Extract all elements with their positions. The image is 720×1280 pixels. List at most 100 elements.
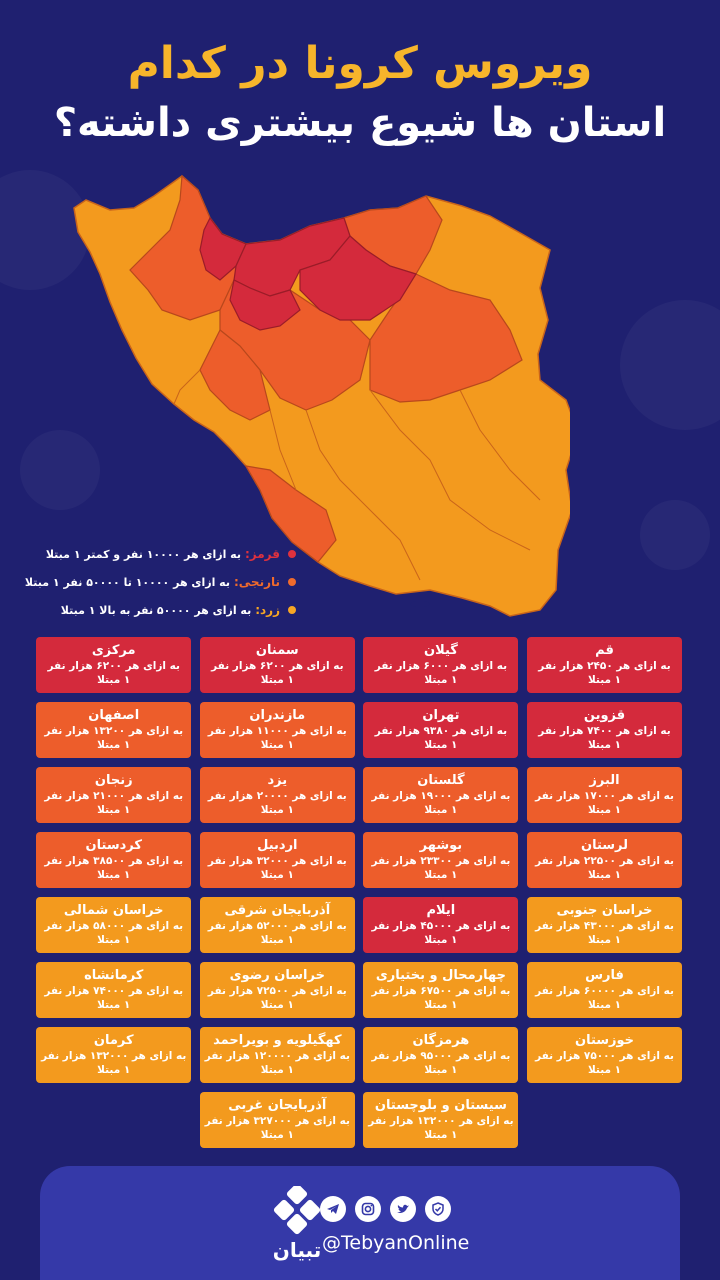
province-count: ۱ مبتلا [97,804,131,816]
province-name: خراسان جنوبی [556,903,653,918]
instagram-icon[interactable] [355,1196,381,1222]
province-ratio: به ازای هر ۲۲۵۰۰ هزار نفر [535,855,674,867]
province-ratio: به ازای هر ۲۳۳۰۰ هزار نفر [371,855,511,867]
province-name: لرستان [580,838,629,853]
legend-item-yellow: زرد: به ازای هر ۵۰۰۰۰ نفر به بالا ۱ مبتل… [36,596,296,624]
title-line-1: ویروس کرونا در کدام [127,38,593,89]
province-count: ۱ مبتلا [97,1064,131,1076]
province-count: ۱ مبتلا [260,1129,294,1141]
province-name: هرمزگان [412,1033,470,1048]
province-card: قزوین به ازای هر ۷۴۰۰ هزار نفر ۱ مبتلا [527,702,682,758]
province-name: خوزستان [574,1033,635,1048]
province-ratio: به ازای هر ۹۵۰۰۰ هزار نفر [371,1050,511,1062]
province-card: هرمزگان به ازای هر ۹۵۰۰۰ هزار نفر ۱ مبتلا [363,1027,519,1083]
map-legend: قرمز: به ازای هر ۱۰۰۰۰ نفر و کمتر ۱ مبتل… [25,540,296,624]
province-card: کرمان به ازای هر ۱۳۲۰۰۰ هزار نفر ۱ مبتلا [36,1027,192,1083]
map-province-boundaries [173,369,541,581]
province-card: سمنان به ازای هر ۶۲۰۰ هزار نفر ۱ مبتلا [199,637,355,693]
social-handle[interactable]: @TebyanOnline [322,1232,470,1254]
legend-label: نارنجی: [233,575,280,589]
map-island [410,601,430,607]
province-count: ۱ مبتلا [424,1129,458,1141]
province-ratio: به ازای هر ۴۳۰۰۰ هزار نفر [535,920,674,932]
province-name: آذربایجان شرقی [224,903,331,918]
province-count: ۱ مبتلا [424,804,458,816]
province-ratio: به ازای هر ۷۴۰۰۰ هزار نفر [44,985,184,997]
province-ratio: به ازای هر ۱۳۲۰۰۰ هزار نفر [368,1115,514,1127]
province-count: ۱ مبتلا [260,739,294,751]
province-ratio: به ازای هر ۱۳۲۰۰۰ هزار نفر [41,1050,187,1062]
province-name: آذربایجان غربی [228,1098,327,1113]
province-ratio: به ازای هر ۲۱۰۰۰ هزار نفر [44,790,184,802]
province-ratio: به ازای هر ۷۲۵۰۰ هزار نفر [207,985,347,997]
legend-item-red: قرمز: به ازای هر ۱۰۰۰۰ نفر و کمتر ۱ مبتل… [36,540,296,568]
province-card: آذربایجان غربی به ازای هر ۳۲۷۰۰۰ هزار نفر… [199,1092,355,1148]
province-ratio: به ازای هر ۶۰۰۰۰ هزار نفر [535,985,674,997]
province-count: ۱ مبتلا [587,869,622,881]
iran-province-map [73,174,570,617]
legend-text: به ازای هر ۱۰۰۰۰ نفر و کمتر ۱ مبتلا [45,547,241,561]
province-name: مازندران [249,708,306,723]
province-count: ۱ مبتلا [260,999,294,1011]
province-count: ۱ مبتلا [260,804,294,816]
province-ratio: به ازای هر ۲۴۵۰ هزار نفر [538,660,671,672]
legend-dot-red [288,550,296,558]
legend-label: زرد: [255,603,280,617]
province-card: بوشهر به ازای هر ۲۳۳۰۰ هزار نفر ۱ مبتلا [363,832,519,888]
virus-decoration [640,500,710,570]
province-ratio: به ازای هر ۲۰۰۰۰ هزار نفر [207,790,347,802]
province-card: فارس به ازای هر ۶۰۰۰۰ هزار نفر ۱ مبتلا [527,962,682,1018]
telegram-icon[interactable] [320,1196,346,1222]
province-name: اصفهان [88,708,140,723]
province-card: گیلان به ازای هر ۶۰۰۰ هزار نفر ۱ مبتلا [363,637,519,693]
province-card: اصفهان به ازای هر ۱۳۲۰۰ هزار نفر ۱ مبتلا [36,702,192,758]
province-name: اردبیل [257,838,298,853]
map-region-qom-red [229,279,301,331]
province-name: چهارمحال و بختیاری [375,968,506,983]
province-name: گلستان [417,773,465,788]
province-count: ۱ مبتلا [97,674,131,686]
tebyan-logo-icon [273,1186,321,1235]
province-ratio: به ازای هر ۱۷۰۰۰ هزار نفر [535,790,674,802]
province-count: ۱ مبتلا [424,869,458,881]
province-count: ۱ مبتلا [587,999,622,1011]
province-ratio: به ازای هر ۱۱۰۰۰ هزار نفر [207,725,347,737]
province-card: لرستان به ازای هر ۲۲۵۰۰ هزار نفر ۱ مبتلا [527,832,682,888]
footer-bar: تبیان @TebyanOnline [40,1166,680,1280]
map-region-south-orange [244,465,337,563]
province-count: ۱ مبتلا [97,934,131,946]
legend-label: قرمز: [244,547,280,561]
social-icons [320,1196,451,1222]
province-count: ۱ مبتلا [587,1064,622,1076]
province-ratio: به ازای هر ۵۲۰۰۰ هزار نفر [207,920,347,932]
map-region-southwest-orange [199,329,271,421]
province-name: تهران [422,708,460,723]
province-card: مازندران به ازای هر ۱۱۰۰۰ هزار نفر ۱ مبتلا [199,702,355,758]
province-ratio: به ازای هر ۶۷۵۰۰ هزار نفر [371,985,511,997]
province-count: ۱ مبتلا [260,934,294,946]
province-name: البرز [589,773,620,788]
shield-check-icon[interactable] [425,1196,451,1222]
province-ratio: به ازای هر ۵۸۰۰۰ هزار نفر [44,920,184,932]
province-count: ۱ مبتلا [260,1064,294,1076]
map-region-semnan-red [299,235,417,321]
province-count: ۱ مبتلا [587,739,622,751]
twitter-icon[interactable] [390,1196,416,1222]
province-ratio: به ازای هر ۱۲۰۰۰۰ هزار نفر [204,1050,350,1062]
legend-text: به ازای هر ۵۰۰۰۰ نفر به بالا ۱ مبتلا [60,603,252,617]
province-card: خراسان جنوبی به ازای هر ۴۳۰۰۰ هزار نفر ۱ م… [527,897,682,953]
province-card: کردستان به ازای هر ۳۸۵۰۰ هزار نفر ۱ مبتلا [36,832,192,888]
province-count: ۱ مبتلا [424,999,458,1011]
province-card: تهران به ازای هر ۹۳۸۰ هزار نفر ۱ مبتلا [363,702,519,758]
province-card: یزد به ازای هر ۲۰۰۰۰ هزار نفر ۱ مبتلا [199,767,355,823]
province-name: زنجان [94,773,133,788]
province-card: چهارمحال و بختیاری به ازای هر ۶۷۵۰۰ هزار … [363,962,519,1018]
province-count: ۱ مبتلا [587,934,622,946]
province-count: ۱ مبتلا [424,739,458,751]
province-ratio: به ازای هر ۶۲۰۰ هزار نفر [211,660,344,672]
province-count: ۱ مبتلا [424,1064,458,1076]
virus-decoration [620,300,720,430]
province-ratio: به ازای هر ۳۲۰۰۰ هزار نفر [207,855,347,867]
province-grid: قم به ازای هر ۲۴۵۰ هزار نفر ۱ مبتلا گیلان به… [36,637,682,1148]
province-ratio: به ازای هر ۱۹۰۰۰ هزار نفر [371,790,511,802]
